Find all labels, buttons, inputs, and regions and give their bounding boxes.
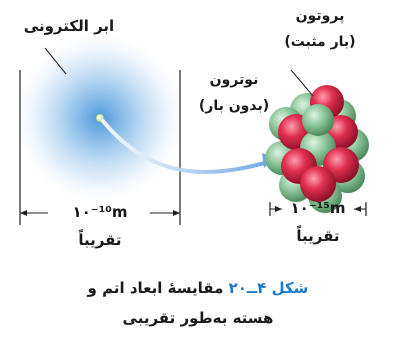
caption-text-line1: مقایسهٔ ابعاد اتم و: [87, 279, 224, 297]
caption-figure-number: ۴ــ۲۰: [228, 279, 267, 297]
caption-figure-word: شکل: [271, 279, 309, 297]
proton-charge-label: (بار مثبت): [284, 34, 356, 50]
cloud-label-leader: [44, 47, 67, 75]
neutron-charge-label: (بدون بار): [198, 98, 270, 114]
proton-label-leader: [290, 69, 314, 97]
nucleus-size-label: ۱۰⁻¹⁵m: [290, 199, 346, 217]
figure-caption-line2: هسته به‌طور تقریبی: [122, 309, 274, 327]
atom-size-label: ۱۰⁻¹⁰m: [72, 203, 128, 221]
atom-approx-label: تقریباً: [78, 231, 122, 249]
electron-cloud-label: ابر الکترونی: [23, 17, 115, 35]
figure-caption-line1: شکل ۴ــ۲۰ مقایسهٔ ابعاد اتم و: [40, 279, 356, 297]
magnify-arrow: [101, 119, 270, 175]
neutron-label: نوترون: [209, 72, 259, 88]
nucleus-approx-label: تقریباً: [296, 227, 340, 245]
proton-label: پروتون: [295, 8, 345, 24]
